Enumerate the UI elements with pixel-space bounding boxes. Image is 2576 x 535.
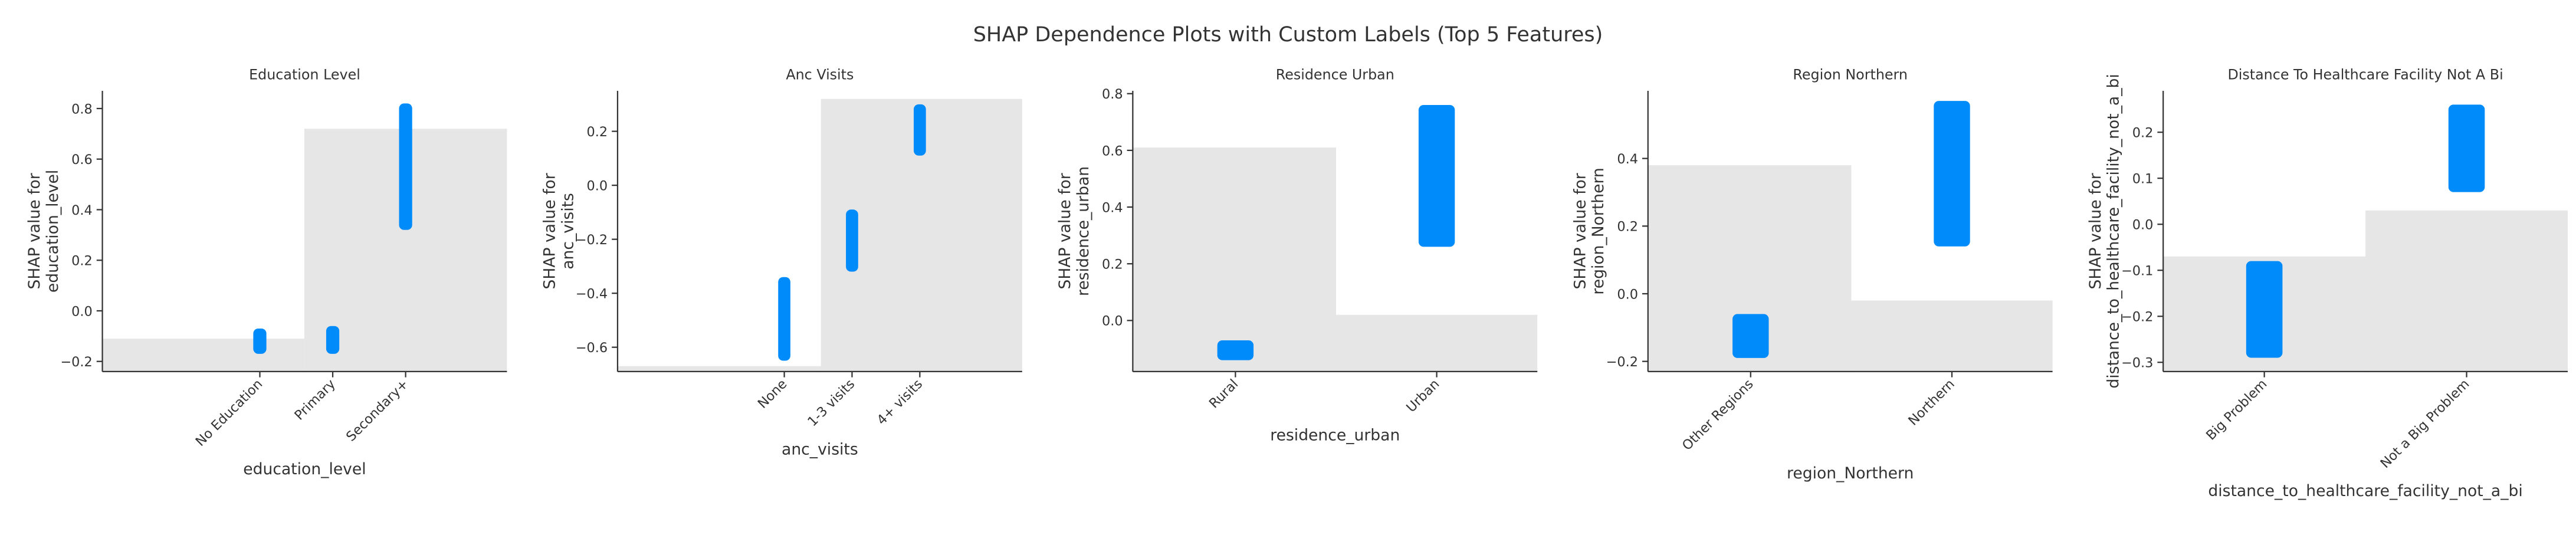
y-axis-label: SHAP value for <box>25 173 44 289</box>
y-tick-label: 0.6 <box>71 152 93 168</box>
shap-point-cluster <box>2246 261 2283 358</box>
shap-point-cluster <box>778 277 790 361</box>
shap-point-cluster <box>1732 314 1769 358</box>
y-tick-label: 0.0 <box>71 304 93 319</box>
y-axis-label: region_Northern <box>1589 168 1607 294</box>
y-tick-label: −0.2 <box>2121 310 2153 325</box>
feature-histogram-bar <box>617 366 821 372</box>
figure-title: SHAP Dependence Plots with Custom Labels… <box>973 23 1603 47</box>
y-tick-label: 0.8 <box>1102 87 1123 102</box>
x-axis-label: residence_urban <box>1270 426 1400 444</box>
feature-histogram-bar <box>2365 210 2568 372</box>
y-tick-label: 0.2 <box>2132 126 2154 141</box>
y-tick-label: 0.0 <box>1617 287 1638 302</box>
subplot-title: Region Northern <box>1793 66 1908 83</box>
y-tick-label: 0.6 <box>1102 143 1123 159</box>
x-axis-label: region_Northern <box>1787 464 1914 483</box>
y-axis-label: education_level <box>44 170 62 293</box>
y-axis-label: SHAP value for <box>2086 173 2105 289</box>
shap-point-cluster <box>1217 340 1254 360</box>
y-tick-label: 0.4 <box>1617 152 1638 167</box>
subplot-title: Education Level <box>249 66 360 83</box>
y-tick-label: 0.0 <box>2132 218 2154 233</box>
y-axis-label: SHAP value for <box>541 173 559 289</box>
shap-point-cluster <box>1934 101 1970 247</box>
x-axis-label: anc_visits <box>782 440 858 458</box>
feature-histogram-bar <box>1851 300 2053 372</box>
y-tick-label: 0.1 <box>2132 172 2154 187</box>
y-tick-label: 0.2 <box>1617 219 1638 235</box>
y-tick-label: −0.2 <box>1606 355 1638 370</box>
shap-point-cluster <box>253 328 267 354</box>
y-tick-label: 0.0 <box>1102 314 1123 329</box>
feature-histogram-bar <box>1133 147 1336 372</box>
shap-point-cluster <box>913 104 926 156</box>
y-tick-label: −0.6 <box>576 340 608 356</box>
y-tick-label: −0.1 <box>2121 264 2153 279</box>
subplot-title: Residence Urban <box>1276 66 1394 83</box>
y-tick-label: −0.2 <box>576 232 608 248</box>
y-axis-label: residence_urban <box>1074 166 1092 296</box>
y-axis-label: distance_to_healthcare_facility_not_a_bi <box>2105 74 2123 388</box>
shap-point-cluster <box>1418 105 1455 247</box>
subplot: Distance To Healthcare Facility Not A Bi… <box>2086 66 2568 500</box>
y-tick-label: 0.4 <box>71 203 93 218</box>
x-axis-label: education_level <box>243 460 366 478</box>
y-tick-label: 0.2 <box>1102 257 1123 273</box>
y-tick-label: 0.4 <box>1102 200 1123 215</box>
y-tick-label: −0.4 <box>576 287 608 302</box>
y-tick-label: −0.3 <box>2121 356 2153 371</box>
subplot-title: Distance To Healthcare Facility Not A Bi <box>2227 66 2503 83</box>
y-tick-label: 0.0 <box>587 179 608 194</box>
subplot-title: Anc Visits <box>786 66 854 83</box>
y-tick-label: −0.2 <box>60 355 92 370</box>
y-axis-label: SHAP value for <box>1571 173 1589 289</box>
y-axis-label: anc_visits <box>559 193 577 270</box>
y-axis-label: SHAP value for <box>1056 173 1074 289</box>
feature-histogram-bar <box>102 339 304 372</box>
shap-point-cluster <box>326 326 340 354</box>
feature-histogram-bar <box>1335 314 1538 372</box>
shap-point-cluster <box>399 103 412 230</box>
shap-point-cluster <box>2448 104 2485 192</box>
y-tick-label: 0.8 <box>71 101 93 117</box>
x-axis-label: distance_to_healthcare_facility_not_a_bi <box>2208 482 2522 500</box>
shap-point-cluster <box>846 209 858 272</box>
y-tick-label: 0.2 <box>71 254 93 269</box>
y-tick-label: 0.2 <box>587 124 608 140</box>
